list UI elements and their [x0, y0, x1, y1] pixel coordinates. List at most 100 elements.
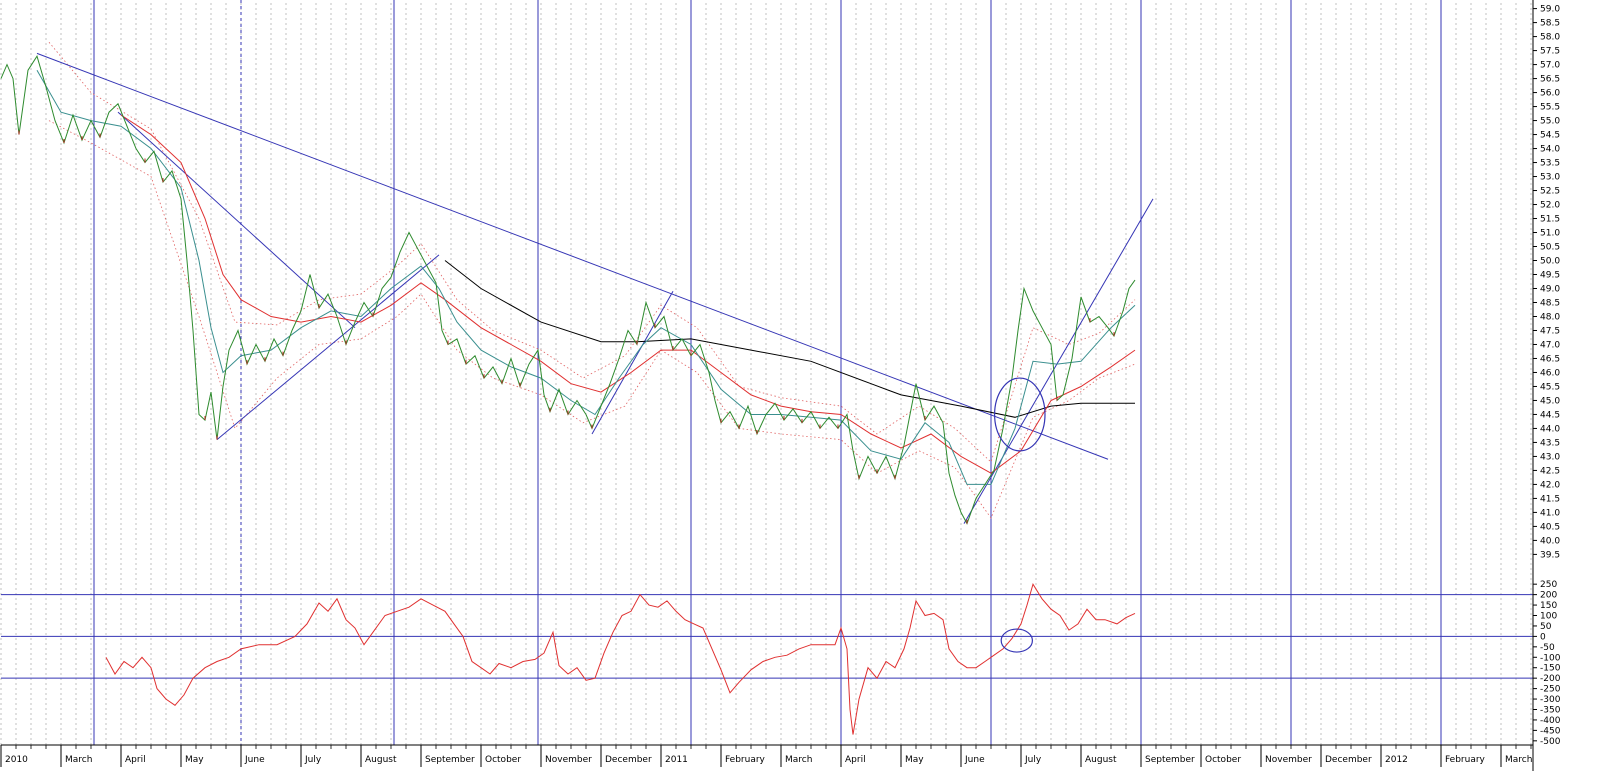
- month-label: September: [1145, 755, 1195, 765]
- price-series: [0, 55, 1136, 525]
- price-y-tick-label: 51.5: [1540, 215, 1560, 225]
- indicator-series: [105, 582, 1136, 735]
- price-y-tick-label: 48.0: [1540, 312, 1560, 322]
- month-label: May: [185, 755, 204, 765]
- price-y-tick-label: 55.0: [1540, 117, 1560, 127]
- price-y-tick-label: 47.5: [1540, 326, 1560, 336]
- price-y-tick-label: 40.5: [1540, 522, 1560, 532]
- price-y-tick-label: 39.5: [1540, 550, 1560, 560]
- month-label: June: [244, 755, 265, 765]
- month-label: 2012: [1385, 755, 1408, 765]
- month-label: 2010: [5, 755, 28, 765]
- trendline: [216, 254, 440, 441]
- indicator-y-tick-label: 50: [1540, 622, 1552, 632]
- indicator-y-tick-label: -250: [1540, 685, 1561, 695]
- indicator-y-tick-label: -100: [1540, 653, 1561, 663]
- indicator-y-tick-label: -500: [1540, 737, 1561, 747]
- price-line: [0, 55, 1136, 525]
- month-label: August: [1085, 755, 1117, 765]
- month-label: March: [65, 755, 92, 765]
- price-y-tick-label: 42.5: [1540, 466, 1560, 476]
- envelope-upper-line: [48, 41, 1136, 463]
- indicator-y-tick-label: -400: [1540, 716, 1561, 726]
- price-y-tick-label: 46.5: [1540, 354, 1560, 364]
- price-y-tick-label: 53.5: [1540, 159, 1560, 169]
- ma-medium-line: [120, 114, 1136, 474]
- price-y-tick-label: 57.5: [1540, 47, 1560, 57]
- price-y-tick-label: 50.0: [1540, 257, 1560, 267]
- price-y-tick-label: 44.5: [1540, 410, 1560, 420]
- price-y-tick-label: 59.0: [1540, 5, 1560, 15]
- price-y-tick-label: 58.0: [1540, 33, 1560, 43]
- indicator-y-tick-label: 0: [1540, 632, 1546, 642]
- month-label: 2011: [665, 755, 688, 765]
- month-label: November: [1265, 755, 1312, 765]
- price-y-tick-label: 51.0: [1540, 229, 1560, 239]
- month-label: August: [365, 755, 397, 765]
- price-y-tick-label: 46.0: [1540, 368, 1560, 378]
- month-label: October: [485, 755, 521, 765]
- price-y-tick-label: 45.5: [1540, 382, 1560, 392]
- price-y-tick-label: 54.0: [1540, 145, 1560, 155]
- price-y-tick-label: 42.0: [1540, 480, 1560, 490]
- price-y-tick-label: 45.0: [1540, 396, 1560, 406]
- price-y-tick-label: 50.5: [1540, 243, 1560, 253]
- month-label: February: [1445, 755, 1486, 765]
- month-label: March: [785, 755, 812, 765]
- month-label: October: [1205, 755, 1241, 765]
- annotation-ellipses: [993, 377, 1046, 653]
- indicator-y-tick-label: -200: [1540, 674, 1561, 684]
- price-y-tick-label: 43.5: [1540, 438, 1560, 448]
- price-y-tick-label: 56.0: [1540, 89, 1560, 99]
- month-label: July: [1024, 755, 1042, 765]
- price-y-tick-label: 57.0: [1540, 61, 1560, 71]
- ma-short-line: [36, 69, 1136, 485]
- price-y-tick-label: 41.0: [1540, 508, 1560, 518]
- price-y-tick-label: 54.5: [1540, 131, 1560, 141]
- indicator-y-tick-label: 150: [1540, 601, 1557, 611]
- price-y-tick-label: 48.5: [1540, 298, 1560, 308]
- envelope-lower-line: [48, 120, 1136, 519]
- price-annotation-ellipse: [993, 377, 1046, 452]
- month-label: December: [1325, 755, 1372, 765]
- indicator-y-tick-label: 250: [1540, 580, 1557, 590]
- cycle-lines: [1, 0, 1533, 745]
- envelope-lines: [48, 41, 1136, 519]
- month-label: February: [725, 755, 766, 765]
- month-label: November: [545, 755, 592, 765]
- trendline: [591, 291, 674, 435]
- indicator-y-tick-label: -50: [1540, 643, 1555, 653]
- price-y-tick-label: 56.5: [1540, 75, 1560, 85]
- indicator-y-tick-label: -150: [1540, 664, 1561, 674]
- indicator-annotation-ellipse: [1000, 628, 1034, 653]
- price-y-tick-label: 52.5: [1540, 187, 1560, 197]
- indicator-y-tick-label: -300: [1540, 695, 1561, 705]
- price-y-tick-label: 49.0: [1540, 284, 1560, 294]
- price-y-tick-label: 43.0: [1540, 452, 1560, 462]
- price-y-tick-label: 49.5: [1540, 271, 1560, 281]
- price-y-tick-label: 44.0: [1540, 424, 1560, 434]
- month-label: May: [905, 755, 924, 765]
- indicator-y-tick-label: 200: [1540, 591, 1557, 601]
- indicator-line: [105, 582, 1136, 735]
- trendline: [117, 111, 356, 329]
- price-y-tick-label: 47.0: [1540, 340, 1560, 350]
- indicator-y-tick-label: -350: [1540, 705, 1561, 715]
- price-y-tick-label: 53.0: [1540, 173, 1560, 183]
- price-y-tick-label: 41.5: [1540, 494, 1560, 504]
- month-label: December: [605, 755, 652, 765]
- ma-long-line: [444, 260, 1135, 418]
- price-y-tick-label: 58.5: [1540, 19, 1560, 29]
- price-y-tick-label: 55.5: [1540, 103, 1560, 113]
- month-label: April: [125, 755, 146, 765]
- month-label: July: [304, 755, 322, 765]
- trendline: [36, 52, 1109, 460]
- indicator-y-tick-label: -450: [1540, 726, 1561, 736]
- chart-gridlines: [0, 3, 1532, 745]
- indicator-y-tick-label: 100: [1540, 612, 1557, 622]
- price-y-tick-label: 40.0: [1540, 536, 1560, 546]
- month-label: April: [845, 755, 866, 765]
- price-y-tick-label: 52.0: [1540, 201, 1560, 211]
